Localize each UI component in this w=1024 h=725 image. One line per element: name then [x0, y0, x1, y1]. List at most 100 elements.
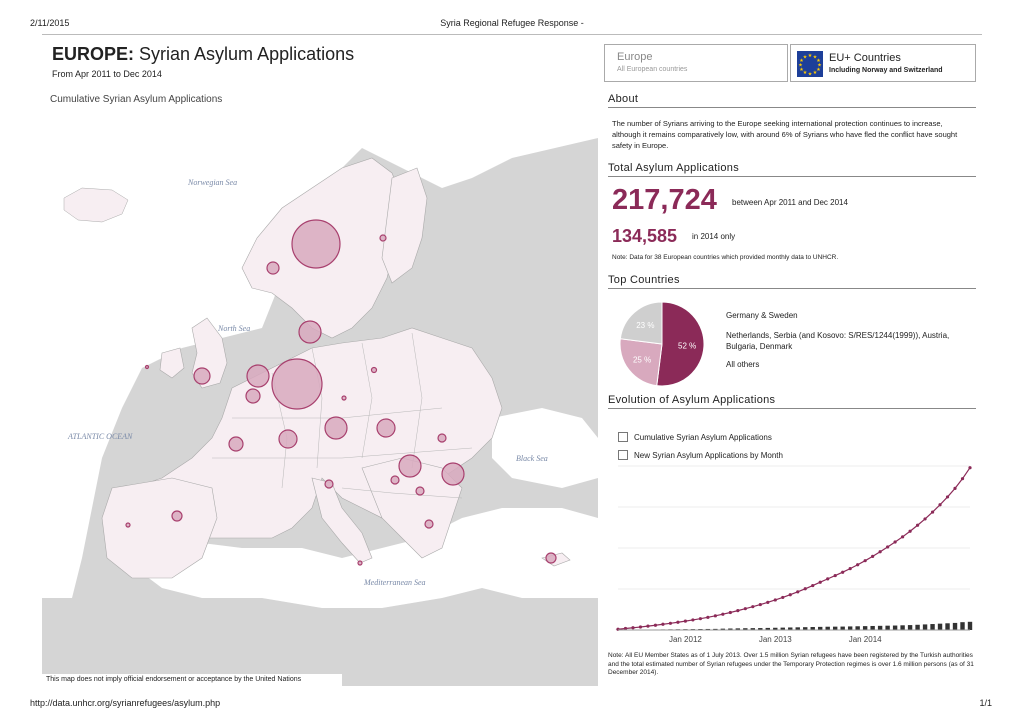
- cumulative-point[interactable]: [886, 545, 890, 549]
- cumulative-point[interactable]: [773, 598, 777, 602]
- cumulative-point[interactable]: [638, 625, 643, 629]
- monthly-bar[interactable]: [877, 625, 883, 630]
- monthly-bar[interactable]: [847, 626, 853, 630]
- europe-map[interactable]: EUROPE: Syrian Asylum Applications From …: [42, 38, 598, 686]
- monthly-bar[interactable]: [743, 628, 748, 630]
- bubble-cyprus[interactable]: [545, 552, 557, 564]
- bubble-czech[interactable]: [341, 395, 347, 401]
- cumulative-point[interactable]: [706, 615, 710, 619]
- bubble-belgium[interactable]: [245, 388, 261, 404]
- monthly-bar[interactable]: [967, 621, 973, 630]
- top-countries-pie[interactable]: 52 % 25 % 23 %: [612, 294, 712, 394]
- cumulative-point[interactable]: [923, 517, 927, 521]
- monthly-bar[interactable]: [758, 628, 763, 630]
- bubble-hungary[interactable]: [376, 418, 396, 438]
- cumulative-point[interactable]: [646, 624, 650, 628]
- monthly-bar[interactable]: [960, 622, 965, 630]
- print-url[interactable]: http://data.unhcr.org/syrianrefugees/asy…: [30, 698, 221, 708]
- bubble-denmark[interactable]: [298, 320, 322, 344]
- monthly-bar[interactable]: [952, 622, 958, 630]
- monthly-bar[interactable]: [840, 626, 845, 630]
- cumulative-point[interactable]: [900, 535, 905, 539]
- legend-monthly[interactable]: New Syrian Asylum Applications by Month: [618, 450, 783, 460]
- monthly-bar[interactable]: [855, 626, 860, 630]
- bubble-romania[interactable]: [437, 433, 447, 443]
- bubble-norway[interactable]: [266, 261, 280, 275]
- cumulative-point[interactable]: [736, 609, 740, 613]
- cumulative-point[interactable]: [968, 466, 972, 470]
- monthly-bar[interactable]: [870, 625, 875, 630]
- bubble-france[interactable]: [228, 436, 244, 452]
- evolution-chart[interactable]: Jan 2012 Jan 2013 Jan 2014: [614, 458, 984, 648]
- monthly-bar[interactable]: [832, 626, 838, 630]
- bubble-malta[interactable]: [357, 560, 363, 566]
- bubble-serbia[interactable]: [398, 454, 422, 478]
- legend-cumulative-checkbox[interactable]: [618, 432, 628, 442]
- cumulative-point[interactable]: [691, 618, 695, 622]
- bubble-ireland[interactable]: [144, 364, 150, 370]
- monthly-bar[interactable]: [885, 625, 890, 630]
- cumulative-point[interactable]: [683, 619, 688, 623]
- cumulative-point[interactable]: [653, 623, 658, 627]
- monthly-bar[interactable]: [803, 627, 808, 630]
- bubble-austria[interactable]: [324, 416, 348, 440]
- cumulative-point[interactable]: [676, 620, 680, 624]
- bubble-italy[interactable]: [324, 479, 334, 489]
- cumulative-point[interactable]: [833, 573, 837, 578]
- bubble-finland[interactable]: [379, 234, 387, 242]
- bubble-switzerland[interactable]: [278, 429, 298, 449]
- bubble-poland[interactable]: [370, 366, 378, 374]
- region-selector[interactable]: Europe All European countries: [604, 44, 788, 82]
- bubble-portugal[interactable]: [125, 522, 131, 528]
- monthly-bar[interactable]: [720, 628, 726, 630]
- legend-monthly-checkbox[interactable]: [618, 450, 628, 460]
- cumulative-point[interactable]: [856, 563, 860, 567]
- cumulative-point[interactable]: [728, 610, 732, 615]
- cumulative-point[interactable]: [758, 602, 762, 607]
- cumulative-point[interactable]: [863, 559, 867, 563]
- cumulative-point[interactable]: [766, 600, 770, 604]
- monthly-bar[interactable]: [907, 625, 913, 630]
- cumulative-point[interactable]: [631, 626, 635, 630]
- bubble-greece[interactable]: [424, 519, 434, 529]
- cumulative-point[interactable]: [953, 486, 957, 490]
- cumulative-point[interactable]: [668, 621, 673, 625]
- cumulative-point[interactable]: [661, 622, 665, 626]
- cumulative-point[interactable]: [871, 554, 875, 558]
- cumulative-point[interactable]: [743, 607, 747, 611]
- cumulative-point[interactable]: [826, 577, 830, 581]
- cumulative-point[interactable]: [841, 570, 845, 574]
- monthly-bar[interactable]: [810, 627, 815, 630]
- cumulative-point[interactable]: [908, 529, 912, 533]
- bubble-uk[interactable]: [193, 367, 211, 385]
- cumulative-point[interactable]: [811, 583, 815, 588]
- monthly-bar[interactable]: [937, 623, 943, 630]
- cumulative-point[interactable]: [721, 612, 725, 616]
- pie-slice-2[interactable]: [619, 338, 663, 387]
- cumulative-point[interactable]: [713, 614, 717, 618]
- cumulative-point[interactable]: [796, 590, 800, 594]
- legend-cumulative[interactable]: Cumulative Syrian Asylum Applications: [618, 432, 772, 442]
- monthly-bar[interactable]: [930, 624, 935, 630]
- monthly-bar[interactable]: [765, 627, 770, 630]
- bubble-macedonia[interactable]: [415, 486, 425, 496]
- bubble-kosovo[interactable]: [390, 475, 400, 485]
- cumulative-point[interactable]: [945, 495, 950, 499]
- monthly-bar[interactable]: [750, 628, 756, 630]
- monthly-bar[interactable]: [900, 625, 905, 630]
- cumulative-point[interactable]: [893, 540, 897, 544]
- monthly-bar[interactable]: [862, 626, 868, 630]
- bubble-bulgaria[interactable]: [441, 462, 465, 486]
- monthly-bar[interactable]: [728, 628, 733, 630]
- cumulative-point[interactable]: [930, 510, 935, 514]
- cumulative-point[interactable]: [878, 550, 882, 554]
- cumulative-point[interactable]: [751, 605, 755, 609]
- cumulative-point[interactable]: [938, 503, 942, 507]
- cumulative-point[interactable]: [788, 593, 792, 597]
- monthly-bar[interactable]: [825, 626, 830, 630]
- monthly-bar[interactable]: [713, 628, 718, 630]
- pie-slice-1[interactable]: [656, 301, 705, 387]
- monthly-bar[interactable]: [795, 627, 800, 630]
- monthly-bar[interactable]: [818, 626, 823, 630]
- monthly-bar[interactable]: [773, 627, 778, 630]
